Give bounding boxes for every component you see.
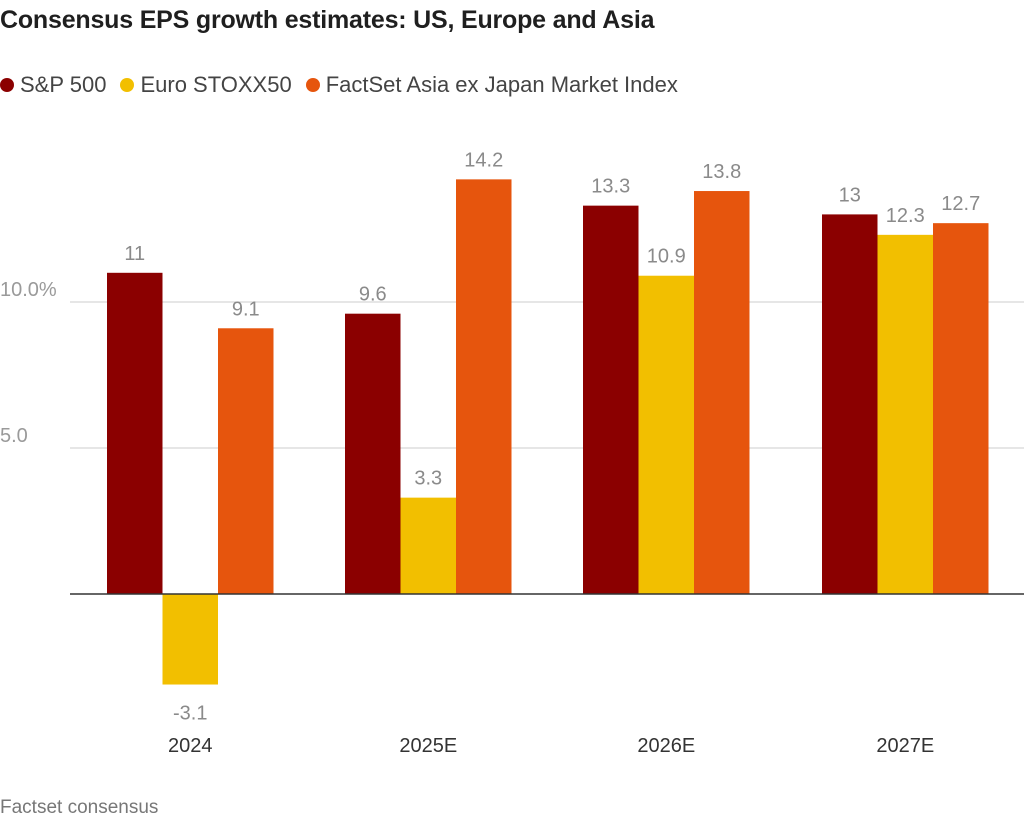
value-label-factset-asia-2024: 9.1: [232, 298, 260, 320]
value-label-factset-asia-2027e: 12.7: [941, 193, 980, 215]
bar-factset-asia-2027e: [933, 223, 989, 594]
bar-euro-stoxx50-2027e: [877, 234, 933, 594]
value-label-euro-stoxx50-2026e: 10.9: [647, 246, 686, 268]
legend-label-euro-stoxx50: Euro STOXX50: [140, 72, 292, 97]
bar-sp500-2025e: [345, 313, 401, 594]
value-label-euro-stoxx50-2025e: 3.3: [414, 468, 442, 490]
bar-euro-stoxx50-2026e: [638, 275, 694, 594]
legend-label-sp500: S&P 500: [20, 72, 107, 97]
chart-legend: S&P 500 Euro STOXX50 FactSet Asia ex Jap…: [0, 72, 692, 98]
source-note: Factset consensus: [0, 797, 159, 818]
bar-chart: 5.0 10.0% 11 9.6 13.3 13 -3.1 3.3 10.9 12.3 9.1 14.…: [0, 149, 1024, 757]
value-label-factset-asia-2026e: 13.8: [702, 161, 741, 183]
x-tick-label-2024: 2024: [168, 735, 213, 757]
bar-sp500-2027e: [822, 214, 878, 594]
bar-euro-stoxx50-2024: [162, 594, 218, 685]
value-label-sp500-2027e: 13: [839, 184, 861, 206]
legend-item-factset-asia: FactSet Asia ex Japan Market Index: [305, 72, 678, 98]
x-tick-label-2025e: 2025E: [399, 735, 457, 757]
legend-swatch-factset-asia: [305, 78, 320, 92]
x-tick-label-2026e: 2026E: [637, 735, 695, 757]
value-label-factset-asia-2025e: 14.2: [464, 149, 503, 171]
chart-title: Consensus EPS growth estimates: US, Euro…: [0, 6, 655, 34]
legend-swatch-sp500: [0, 78, 14, 92]
value-label-euro-stoxx50-2024: -3.1: [173, 703, 207, 725]
legend-label-factset-asia: FactSet Asia ex Japan Market Index: [325, 72, 678, 97]
value-label-sp500-2025e: 9.6: [359, 284, 387, 306]
bar-factset-asia-2026e: [694, 191, 750, 595]
legend-item-sp500: S&P 500: [0, 72, 106, 98]
legend-swatch-euro-stoxx50: [120, 78, 135, 92]
value-label-sp500-2026e: 13.3: [591, 176, 630, 198]
bar-euro-stoxx50-2025e: [400, 497, 456, 594]
bar-sp500-2024: [107, 272, 163, 594]
legend-item-euro-stoxx50: Euro STOXX50: [120, 72, 292, 98]
bar-sp500-2026e: [583, 205, 639, 594]
bar-factset-asia-2025e: [456, 179, 512, 595]
bar-factset-asia-2024: [218, 328, 274, 594]
value-label-euro-stoxx50-2027e: 12.3: [886, 205, 925, 227]
value-label-sp500-2024: 11: [124, 243, 145, 265]
y-tick-label-0: 5.0: [0, 425, 28, 447]
y-tick-label-1: 10.0%: [0, 279, 57, 301]
x-tick-label-2027e: 2027E: [876, 735, 934, 757]
